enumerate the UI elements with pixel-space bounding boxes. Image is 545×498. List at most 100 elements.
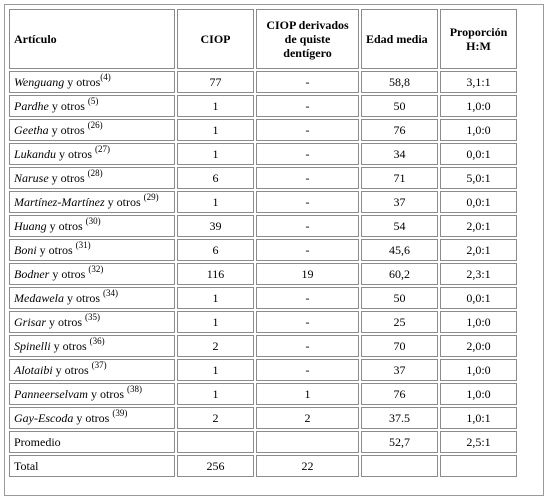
total-edad	[361, 455, 438, 477]
promedio-label: Promedio	[9, 431, 175, 453]
table-row: Bodner y otros (32) 116 19 60,2 2,3:1	[9, 263, 517, 285]
author-suffix: y otros	[64, 291, 103, 305]
edad-cell: 37	[361, 359, 438, 381]
table-row: Pardhe y otros (5) 1-50 1,0:0	[9, 95, 517, 117]
total-deriv: 22	[256, 455, 359, 477]
total-row: Total 256 22	[9, 455, 517, 477]
edad-cell: 34	[361, 143, 438, 165]
reference-number: (39)	[112, 408, 128, 418]
author-name: Grisar	[14, 315, 47, 329]
table-row: Panneerselvam y otros (38) 1 1 76 1,0:0	[9, 383, 517, 405]
table-row: Martínez-Martínez y otros (29) 1-37 0,0:1	[9, 191, 517, 213]
total-ciop: 256	[177, 455, 254, 477]
derivados-cell: -	[256, 95, 359, 117]
proporcion-cell: 1,0:0	[440, 383, 517, 405]
author-name: Medawela	[14, 291, 64, 305]
articulo-cell: Grisar y otros (35)	[9, 311, 175, 333]
ciop-cell: 6	[177, 167, 254, 189]
derivados-cell: 2	[256, 407, 359, 429]
reference-number: (29)	[143, 192, 159, 202]
derivados-cell: -	[256, 239, 359, 261]
ciop-cell: 1	[177, 383, 254, 405]
header-edad-media: Edad media	[361, 9, 438, 69]
author-name: Bodner	[14, 267, 50, 281]
articulo-cell: Spinelli y otros (36)	[9, 335, 175, 357]
proporcion-cell: 1,0:0	[440, 311, 517, 333]
ciop-cell: 6	[177, 239, 254, 261]
articulo-cell: Wenguang y otros(4)	[9, 71, 175, 93]
edad-cell: 70	[361, 335, 438, 357]
ciop-cell: 39	[177, 215, 254, 237]
derivados-cell: -	[256, 311, 359, 333]
articulo-cell: Bodner y otros (32)	[9, 263, 175, 285]
reference-number: (4)	[100, 72, 111, 82]
reference-number: (26)	[87, 120, 103, 130]
articulo-cell: Gay-Escoda y otros (39)	[9, 407, 175, 429]
promedio-prop: 2,5:1	[440, 431, 517, 453]
reference-number: (35)	[85, 312, 101, 322]
proporcion-cell: 0,0:1	[440, 143, 517, 165]
articulo-cell: Lukandu y otros (27)	[9, 143, 175, 165]
proporcion-cell: 1,0:0	[440, 119, 517, 141]
ciop-cell: 1	[177, 95, 254, 117]
derivados-cell: -	[256, 287, 359, 309]
table-row: Huang y otros (30) 39-54 2,0:1	[9, 215, 517, 237]
proporcion-cell: 2,3:1	[440, 263, 517, 285]
edad-cell: 60,2	[361, 263, 438, 285]
proporcion-cell: 2,0:1	[440, 239, 517, 261]
table-row: Alotaibi y otros (37) 1-37 1,0:0	[9, 359, 517, 381]
edad-cell: 50	[361, 95, 438, 117]
edad-cell: 54	[361, 215, 438, 237]
reference-number: (36)	[89, 336, 105, 346]
author-suffix: y otros	[48, 171, 88, 185]
author-suffix: y otros	[87, 387, 127, 401]
edad-cell: 58,8	[361, 71, 438, 93]
header-proporcion: Proporción H:M	[440, 9, 517, 69]
articulo-cell: Panneerselvam y otros (38)	[9, 383, 175, 405]
derivados-cell: -	[256, 143, 359, 165]
author-name: Panneerselvam	[14, 387, 88, 401]
edad-cell: 25	[361, 311, 438, 333]
articulo-cell: Martínez-Martínez y otros (29)	[9, 191, 175, 213]
table-row: Gay-Escoda y otros (39) 2 2 37.5 1,0:1	[9, 407, 517, 429]
total-label: Total	[9, 455, 175, 477]
promedio-deriv	[256, 431, 359, 453]
proporcion-cell: 0,0:1	[440, 287, 517, 309]
table-row: Lukandu y otros (27) 1-34 0,0:1	[9, 143, 517, 165]
author-name: Alotaibi	[14, 363, 53, 377]
author-suffix: y otros	[56, 147, 95, 161]
ciop-cell: 116	[177, 263, 254, 285]
author-name: Boni	[14, 243, 37, 257]
edad-cell: 76	[361, 383, 438, 405]
proporcion-cell: 1,0:0	[440, 359, 517, 381]
ciop-cell: 1	[177, 287, 254, 309]
author-name: Naruse	[14, 171, 49, 185]
edad-cell: 71	[361, 167, 438, 189]
author-suffix: y otros	[73, 411, 113, 425]
author-name: Pardhe	[14, 99, 49, 113]
articulo-cell: Medawela y otros (34)	[9, 287, 175, 309]
author-suffix: y otros	[52, 363, 92, 377]
proporcion-cell: 0,0:1	[440, 191, 517, 213]
author-suffix: y otros	[36, 243, 76, 257]
derivados-cell: -	[256, 167, 359, 189]
author-name: Geetha	[14, 123, 49, 137]
articulo-cell: Huang y otros (30)	[9, 215, 175, 237]
edad-cell: 45,6	[361, 239, 438, 261]
proporcion-cell: 2,0:0	[440, 335, 517, 357]
reference-number: (32)	[88, 264, 104, 274]
header-row: Artículo CIOP CIOP derivados de quiste d…	[9, 9, 517, 69]
author-name: Gay-Escoda	[14, 411, 74, 425]
reference-number: (34)	[103, 288, 118, 298]
author-suffix: y otros	[49, 267, 89, 281]
author-suffix: y otros	[104, 195, 144, 209]
promedio-edad: 52,7	[361, 431, 438, 453]
ciop-cell: 1	[177, 119, 254, 141]
header-articulo: Artículo	[9, 9, 175, 69]
author-name: Spinelli	[14, 339, 51, 353]
header-ciop: CIOP	[177, 9, 254, 69]
author-name: Martínez-Martínez	[14, 195, 105, 209]
reference-number: (30)	[85, 216, 101, 226]
table-row: Spinelli y otros (36) 2-70 2,0:0	[9, 335, 517, 357]
author-name: Huang	[14, 219, 47, 233]
